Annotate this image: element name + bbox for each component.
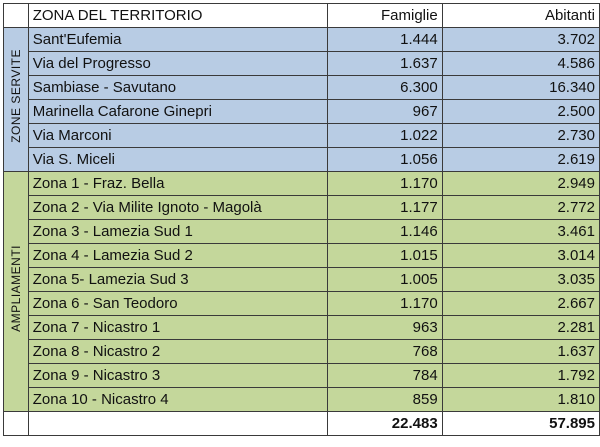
famiglie-cell: 1.637	[327, 51, 443, 76]
famiglie-cell: 1.005	[327, 267, 443, 292]
zona-cell: Zona 7 - Nicastro 1	[27, 315, 329, 340]
table-row: Zona 9 - Nicastro 3 784 1.792	[4, 363, 600, 388]
abitanti-cell: 2.281	[441, 315, 600, 340]
zona-cell: Zona 4 - Lamezia Sud 2	[27, 243, 329, 268]
table-row: Via S. Miceli 1.056 2.619	[4, 147, 600, 172]
group-label-text: AMPLIAMENTI	[8, 244, 23, 332]
table-row: Zona 6 - San Teodoro 1.170 2.667	[4, 291, 600, 316]
zona-cell: Sambiase - Savutano	[27, 75, 329, 100]
table-row: AMPLIAMENTI Zona 1 - Fraz. Bella 1.170 2.94…	[3, 171, 600, 412]
group-label-text: ZONE SERVITE	[8, 49, 23, 143]
table-row: Sambiase - Savutano 6.300 16.340	[4, 75, 600, 100]
abitanti-cell: 4.586	[441, 51, 600, 76]
abitanti-cell: 2.500	[441, 99, 600, 124]
zona-cell: Via Marconi	[27, 123, 329, 148]
abitanti-cell: 1.637	[441, 339, 600, 364]
zona-cell: Zona 2 - Via Milite Ignoto - Magolà	[27, 195, 329, 220]
famiglie-cell: 1.015	[327, 243, 443, 268]
table-row: Zona 2 - Via Milite Ignoto - Magolà 1.177…	[4, 195, 600, 220]
famiglie-cell: 967	[327, 99, 443, 124]
header-blank-cell	[3, 3, 29, 28]
abitanti-cell: 3.702	[441, 27, 600, 52]
table-row: Zona 5- Lamezia Sud 3 1.005 3.035	[4, 267, 600, 292]
zona-cell: Zona 3 - Lamezia Sud 1	[27, 219, 329, 244]
header-row: ZONA DEL TERRITORIO Famiglie Abitanti	[3, 3, 600, 28]
table-row: Zona 10 - Nicastro 4 859 1.810	[4, 387, 600, 412]
famiglie-cell: 1.444	[327, 27, 443, 52]
totals-label-cell	[27, 411, 329, 436]
famiglie-cell: 784	[327, 363, 443, 388]
abitanti-cell: 3.461	[441, 219, 600, 244]
abitanti-cell: 16.340	[441, 75, 600, 100]
table-row: Zona 3 - Lamezia Sud 1 1.146 3.461	[4, 219, 600, 244]
famiglie-cell: 1.170	[327, 171, 443, 196]
header-zona: ZONA DEL TERRITORIO	[27, 3, 329, 28]
famiglie-cell: 6.300	[327, 75, 443, 100]
abitanti-cell: 3.014	[441, 243, 600, 268]
total-famiglie: 22.483	[327, 411, 443, 436]
zona-cell: Zona 10 - Nicastro 4	[27, 387, 329, 412]
table-row: Via del Progresso 1.637 4.586	[4, 51, 600, 76]
abitanti-cell: 2.619	[441, 147, 600, 172]
table-row: Marinella Cafarone Ginepri 967 2.500	[4, 99, 600, 124]
abitanti-cell: 1.810	[441, 387, 600, 412]
zona-cell: Zona 8 - Nicastro 2	[27, 339, 329, 364]
zona-cell: Marinella Cafarone Ginepri	[27, 99, 329, 124]
table-row: ZONE SERVITE Sant'Eufemia 1.444 3.702	[3, 27, 600, 172]
table-row: Zona 4 - Lamezia Sud 2 1.015 3.014	[4, 243, 600, 268]
abitanti-cell: 2.949	[441, 171, 600, 196]
abitanti-cell: 2.772	[441, 195, 600, 220]
header-famiglie: Famiglie	[327, 3, 443, 28]
zona-cell: Zona 9 - Nicastro 3	[27, 363, 329, 388]
zona-cell: Sant'Eufemia	[27, 27, 329, 52]
table-row: Zona 7 - Nicastro 1 963 2.281	[4, 315, 600, 340]
famiglie-cell: 963	[327, 315, 443, 340]
zona-cell: Zona 6 - San Teodoro	[27, 291, 329, 316]
famiglie-cell: 1.177	[327, 195, 443, 220]
total-abitanti: 57.895	[441, 411, 600, 436]
territory-table: ZONA DEL TERRITORIO Famiglie Abitanti ZO…	[3, 3, 600, 436]
famiglie-cell: 768	[327, 339, 443, 364]
famiglie-cell: 1.056	[327, 147, 443, 172]
zona-cell: Via S. Miceli	[27, 147, 329, 172]
famiglie-cell: 1.022	[327, 123, 443, 148]
zone-servite-group-label: ZONE SERVITE	[3, 27, 29, 172]
abitanti-cell: 2.667	[441, 291, 600, 316]
zona-cell: Via del Progresso	[27, 51, 329, 76]
table-row: Via Marconi 1.022 2.730	[4, 123, 600, 148]
abitanti-cell: 3.035	[441, 267, 600, 292]
famiglie-cell: 859	[327, 387, 443, 412]
totals-blank-cell	[3, 411, 29, 436]
totals-row: 22.483 57.895	[3, 411, 600, 436]
ampliamenti-group-label: AMPLIAMENTI	[3, 171, 29, 412]
famiglie-cell: 1.146	[327, 219, 443, 244]
zona-cell: Zona 1 - Fraz. Bella	[27, 171, 329, 196]
header-abitanti: Abitanti	[441, 3, 600, 28]
famiglie-cell: 1.170	[327, 291, 443, 316]
abitanti-cell: 1.792	[441, 363, 600, 388]
abitanti-cell: 2.730	[441, 123, 600, 148]
table-row: Zona 8 - Nicastro 2 768 1.637	[4, 339, 600, 364]
zona-cell: Zona 5- Lamezia Sud 3	[27, 267, 329, 292]
